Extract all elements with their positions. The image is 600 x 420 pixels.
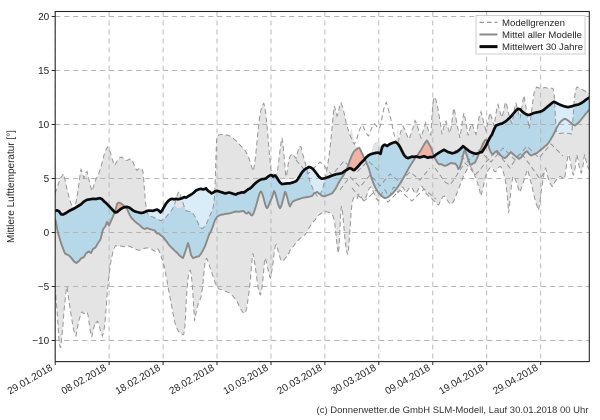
svg-text:Modellgrenzen: Modellgrenzen xyxy=(502,18,565,29)
svg-text:5: 5 xyxy=(44,174,50,185)
svg-text:0: 0 xyxy=(44,228,50,239)
svg-text:10: 10 xyxy=(38,120,50,131)
svg-text:Mittlere Lufttemperatur [°]: Mittlere Lufttemperatur [°] xyxy=(6,130,17,243)
svg-text:−10: −10 xyxy=(32,336,49,347)
svg-text:Mittelwert 30 Jahre: Mittelwert 30 Jahre xyxy=(502,42,583,53)
svg-text:(c) Donnerwetter.de GmbH SLM-M: (c) Donnerwetter.de GmbH SLM-Modell, Lau… xyxy=(317,405,589,416)
svg-text:−5: −5 xyxy=(38,282,50,293)
svg-text:Mittel aller Modelle: Mittel aller Modelle xyxy=(502,30,582,41)
svg-text:15: 15 xyxy=(38,66,50,77)
svg-text:20: 20 xyxy=(38,12,50,23)
